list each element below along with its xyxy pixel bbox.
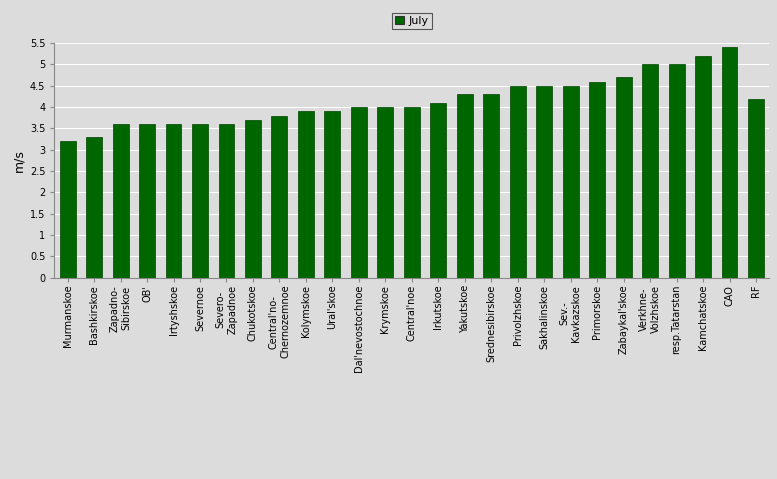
Bar bbox=[615, 77, 632, 278]
Bar bbox=[139, 124, 155, 278]
Bar bbox=[245, 120, 261, 278]
Bar bbox=[483, 94, 499, 278]
Bar bbox=[192, 124, 208, 278]
Bar bbox=[589, 81, 605, 278]
Bar bbox=[722, 47, 737, 278]
Bar bbox=[351, 107, 367, 278]
Bar bbox=[113, 124, 128, 278]
Bar bbox=[748, 99, 764, 278]
Bar bbox=[166, 124, 182, 278]
Bar bbox=[669, 65, 685, 278]
Bar bbox=[325, 112, 340, 278]
Bar bbox=[457, 94, 472, 278]
Bar bbox=[86, 137, 102, 278]
Bar bbox=[60, 141, 75, 278]
Legend: July: July bbox=[392, 12, 432, 29]
Bar bbox=[510, 86, 526, 278]
Bar bbox=[430, 103, 446, 278]
Bar bbox=[378, 107, 393, 278]
Y-axis label: m/s: m/s bbox=[12, 149, 26, 172]
Bar bbox=[298, 112, 314, 278]
Bar bbox=[642, 65, 658, 278]
Bar bbox=[695, 56, 711, 278]
Bar bbox=[271, 115, 287, 278]
Bar bbox=[404, 107, 420, 278]
Bar bbox=[536, 86, 552, 278]
Bar bbox=[218, 124, 235, 278]
Bar bbox=[563, 86, 579, 278]
